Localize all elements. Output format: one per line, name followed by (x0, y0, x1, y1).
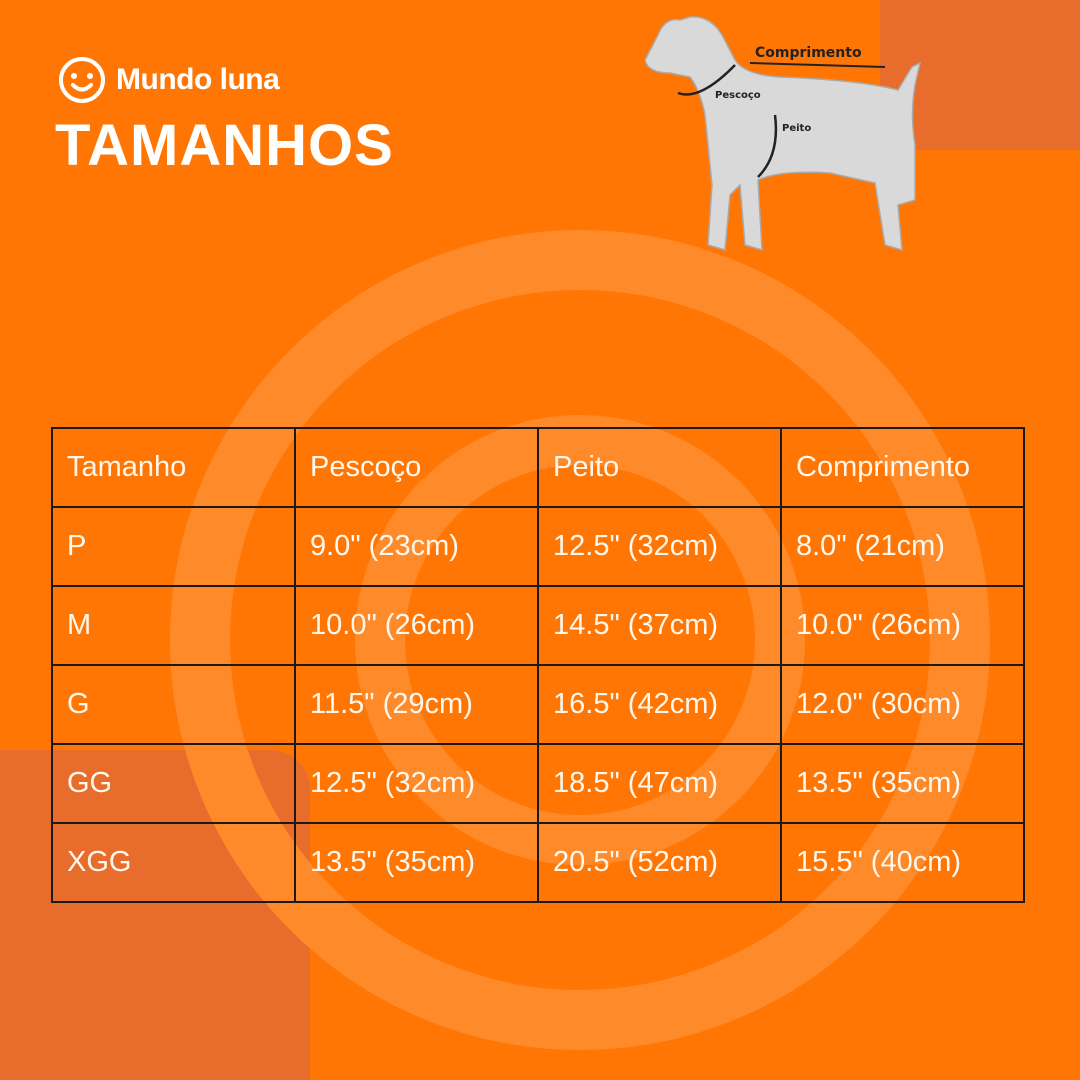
table-row: P 9.0" (23cm) 12.5" (32cm) 8.0" (21cm) (51, 506, 1025, 587)
chest-arrow (757, 114, 778, 178)
table-cell: 10.0" (26cm) (780, 585, 1025, 666)
table-cell: 13.5" (35cm) (294, 822, 539, 903)
table-cell: Tamanho (51, 427, 296, 508)
table-cell: 9.0" (23cm) (294, 506, 539, 587)
table-cell: 20.5" (52cm) (537, 822, 782, 903)
table-cell: 10.0" (26cm) (294, 585, 539, 666)
table-cell: XGG (51, 822, 296, 903)
table-row: XGG 13.5" (35cm) 20.5" (52cm) 15.5" (40cm) (51, 822, 1025, 903)
table-cell: 18.5" (47cm) (537, 743, 782, 824)
title: TAMANHOS (55, 113, 394, 178)
table-cell: G (51, 664, 296, 745)
diagram-label: Comprimento (755, 45, 862, 61)
dog-diagram: Comprimento Pescoço Peito (644, 16, 922, 252)
table-cell: 13.5" (35cm) (780, 743, 1025, 824)
table-cell: 12.0" (30cm) (780, 664, 1025, 745)
table-cell: 11.5" (29cm) (294, 664, 539, 745)
table-cell: Pescoço (294, 427, 539, 508)
brand-name: Mundo luna (116, 63, 280, 96)
corner-shape (880, 0, 1080, 150)
table-cell: 12.5" (32cm) (294, 743, 539, 824)
brand: Mundo luna (58, 56, 280, 104)
brand-logo (59, 57, 105, 103)
neck-arrow (677, 64, 736, 96)
dog-silhouette (644, 16, 922, 252)
table-cell: GG (51, 743, 296, 824)
table-cell: 14.5" (37cm) (537, 585, 782, 666)
table-row: M 10.0" (26cm) 14.5" (37cm) 10.0" (26cm) (51, 585, 1025, 666)
diagram-label: Peito (782, 123, 811, 134)
size-table: Tamanho Pescoço Peito Comprimento P 9.0" (23c… (51, 427, 1025, 903)
table-cell: M (51, 585, 296, 666)
table-cell: 8.0" (21cm) (780, 506, 1025, 587)
table-cell: Peito (537, 427, 782, 508)
table-cell: 15.5" (40cm) (780, 822, 1025, 903)
table-cell: 12.5" (32cm) (537, 506, 782, 587)
length-line (749, 62, 886, 68)
table-cell: P (51, 506, 296, 587)
table-row: G 11.5" (29cm) 16.5" (42cm) 12.0" (30cm) (51, 664, 1025, 745)
header-row: Tamanho Pescoço Peito Comprimento (51, 427, 1025, 508)
table-row: GG 12.5" (32cm) 18.5" (47cm) 13.5" (35cm) (51, 743, 1025, 824)
diagram-label: Pescoço (715, 90, 761, 101)
table-cell: 16.5" (42cm) (537, 664, 782, 745)
table-cell: Comprimento (780, 427, 1025, 508)
